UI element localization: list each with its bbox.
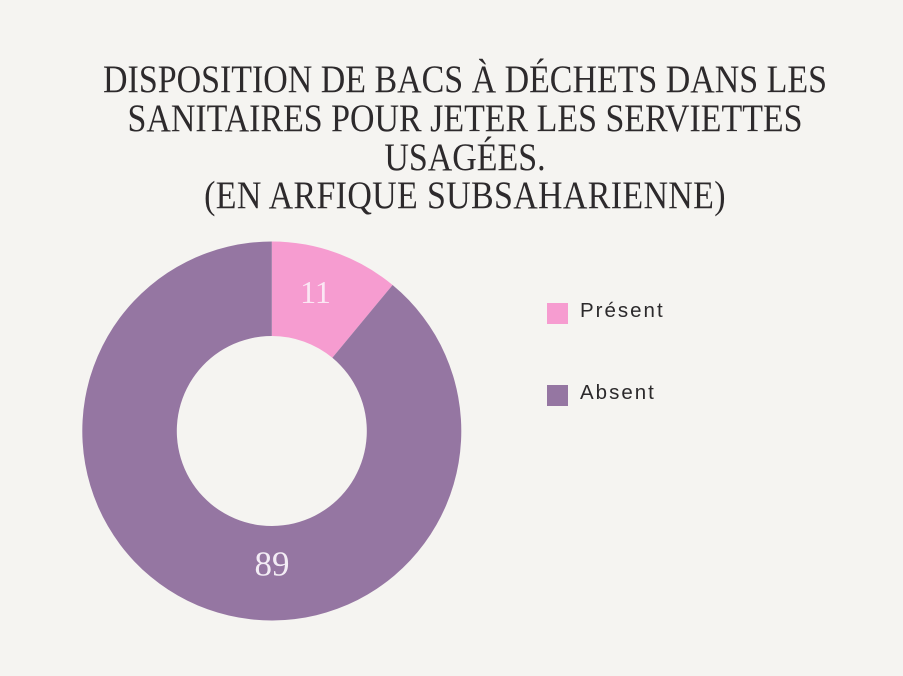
svg-text:89: 89 — [255, 545, 290, 584]
svg-text:11: 11 — [300, 274, 331, 310]
